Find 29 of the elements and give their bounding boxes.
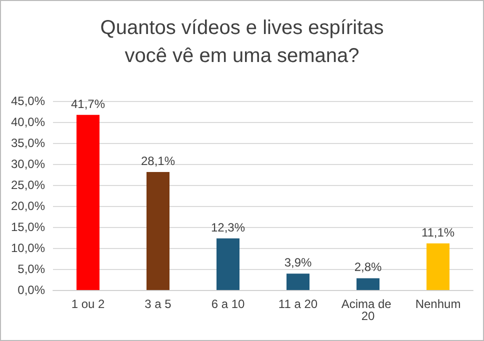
y-tick-label: 25,0% xyxy=(10,178,46,192)
data-label: 2,8% xyxy=(354,260,382,274)
data-label: 41,7% xyxy=(70,96,106,111)
y-tick-label: 15,0% xyxy=(10,220,46,234)
bar xyxy=(146,172,170,290)
x-tick-label: Acima de 20 xyxy=(341,297,395,323)
y-tick-label: 30,0% xyxy=(10,157,46,171)
y-tick-label: 45,0% xyxy=(10,94,46,108)
x-tick-label: 1 ou 2 xyxy=(71,297,105,311)
y-tick-label: 0,0% xyxy=(18,283,46,297)
data-label: 12,3% xyxy=(210,220,246,234)
bar xyxy=(76,114,100,290)
data-label: 11,1% xyxy=(421,225,455,240)
x-tick-label: 3 a 5 xyxy=(144,297,172,311)
chart-title: Quantos vídeos e lives espíritas você vê em uma semana? xyxy=(100,17,384,67)
y-tick-label: 20,0% xyxy=(10,199,46,213)
data-label: 3,9% xyxy=(284,256,312,270)
y-tick-label: 10,0% xyxy=(10,241,46,255)
data-label: 28,1% xyxy=(140,154,176,168)
y-tick-label: 40,0% xyxy=(10,115,46,129)
bar xyxy=(286,274,310,290)
y-tick-label: 35,0% xyxy=(10,136,46,150)
x-tick-label: Nenhum xyxy=(415,297,461,311)
x-tick-label: 11 a 20 xyxy=(278,297,318,311)
x-tick-label: 6 a 10 xyxy=(211,297,245,311)
bar xyxy=(356,278,380,290)
bar xyxy=(426,243,450,290)
y-tick-label: 5,0% xyxy=(18,262,46,276)
bar xyxy=(216,238,240,290)
